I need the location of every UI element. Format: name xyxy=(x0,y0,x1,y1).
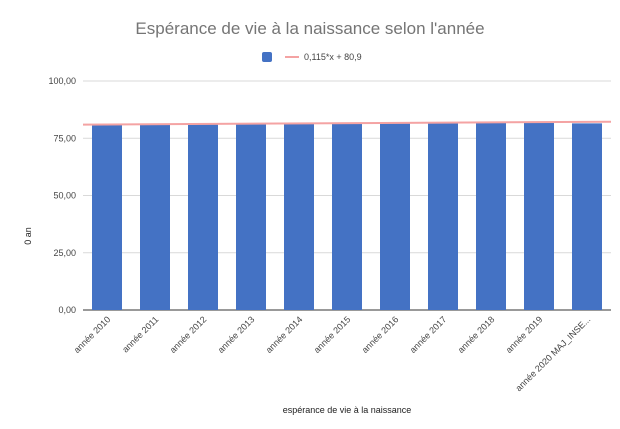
bar xyxy=(92,124,122,310)
bar xyxy=(284,122,314,310)
x-tick-label: année 2018 xyxy=(456,314,497,355)
bar xyxy=(476,122,506,310)
y-tick-label: 50,00 xyxy=(53,191,76,201)
legend: 0,115*x + 80,9 xyxy=(262,52,362,62)
y-tick-label: 25,00 xyxy=(53,248,76,258)
x-tick-label: année 2019 xyxy=(504,314,545,355)
x-axis-ticks: année 2010 année 2011 année 2012 année 2013… xyxy=(72,314,593,393)
bar xyxy=(524,121,554,311)
y-tick-label: 0,00 xyxy=(58,305,76,315)
trendline xyxy=(82,120,612,126)
x-tick-label: année 2010 xyxy=(72,314,113,355)
x-tick-label: année 2013 xyxy=(216,314,257,355)
bar xyxy=(236,124,266,310)
y-tick-label: 75,00 xyxy=(53,133,76,143)
y-tick-label: 100,00 xyxy=(48,76,76,86)
x-tick-label: année 2012 xyxy=(168,314,209,355)
legend-trendline-label: 0,115*x + 80,9 xyxy=(304,52,362,62)
x-tick-label: année 2014 xyxy=(264,314,305,355)
y-axis-ticks: 0,00 25,00 50,00 75,00 100,00 xyxy=(48,76,76,315)
legend-series-swatch xyxy=(262,52,272,62)
bar xyxy=(572,123,602,311)
trendline-path xyxy=(82,120,612,126)
chart-title: Espérance de vie à la naissance selon l'… xyxy=(135,19,484,38)
x-tick-label: année 2011 xyxy=(120,314,160,354)
y-axis-label: 0 an xyxy=(23,227,33,245)
bar xyxy=(428,122,458,310)
bar xyxy=(380,122,410,310)
bar xyxy=(332,123,362,311)
x-tick-label: année 2015 xyxy=(312,314,353,355)
x-tick-label: année 2016 xyxy=(360,314,401,355)
bar xyxy=(188,124,218,310)
x-tick-label: année 2017 xyxy=(408,314,449,355)
bar xyxy=(140,124,170,310)
bars xyxy=(92,121,602,311)
x-axis-label: espérance de vie à la naissance xyxy=(283,405,412,415)
